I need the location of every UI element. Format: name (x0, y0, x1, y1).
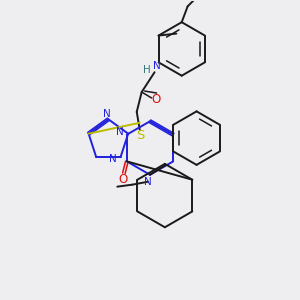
Text: N: N (116, 127, 124, 137)
Text: H: H (143, 65, 151, 75)
Text: N: N (109, 154, 117, 164)
Text: N: N (153, 61, 160, 71)
Text: N: N (103, 109, 110, 119)
Text: N: N (144, 177, 152, 187)
Text: S: S (136, 129, 145, 142)
Text: O: O (151, 94, 160, 106)
Text: O: O (118, 173, 128, 186)
